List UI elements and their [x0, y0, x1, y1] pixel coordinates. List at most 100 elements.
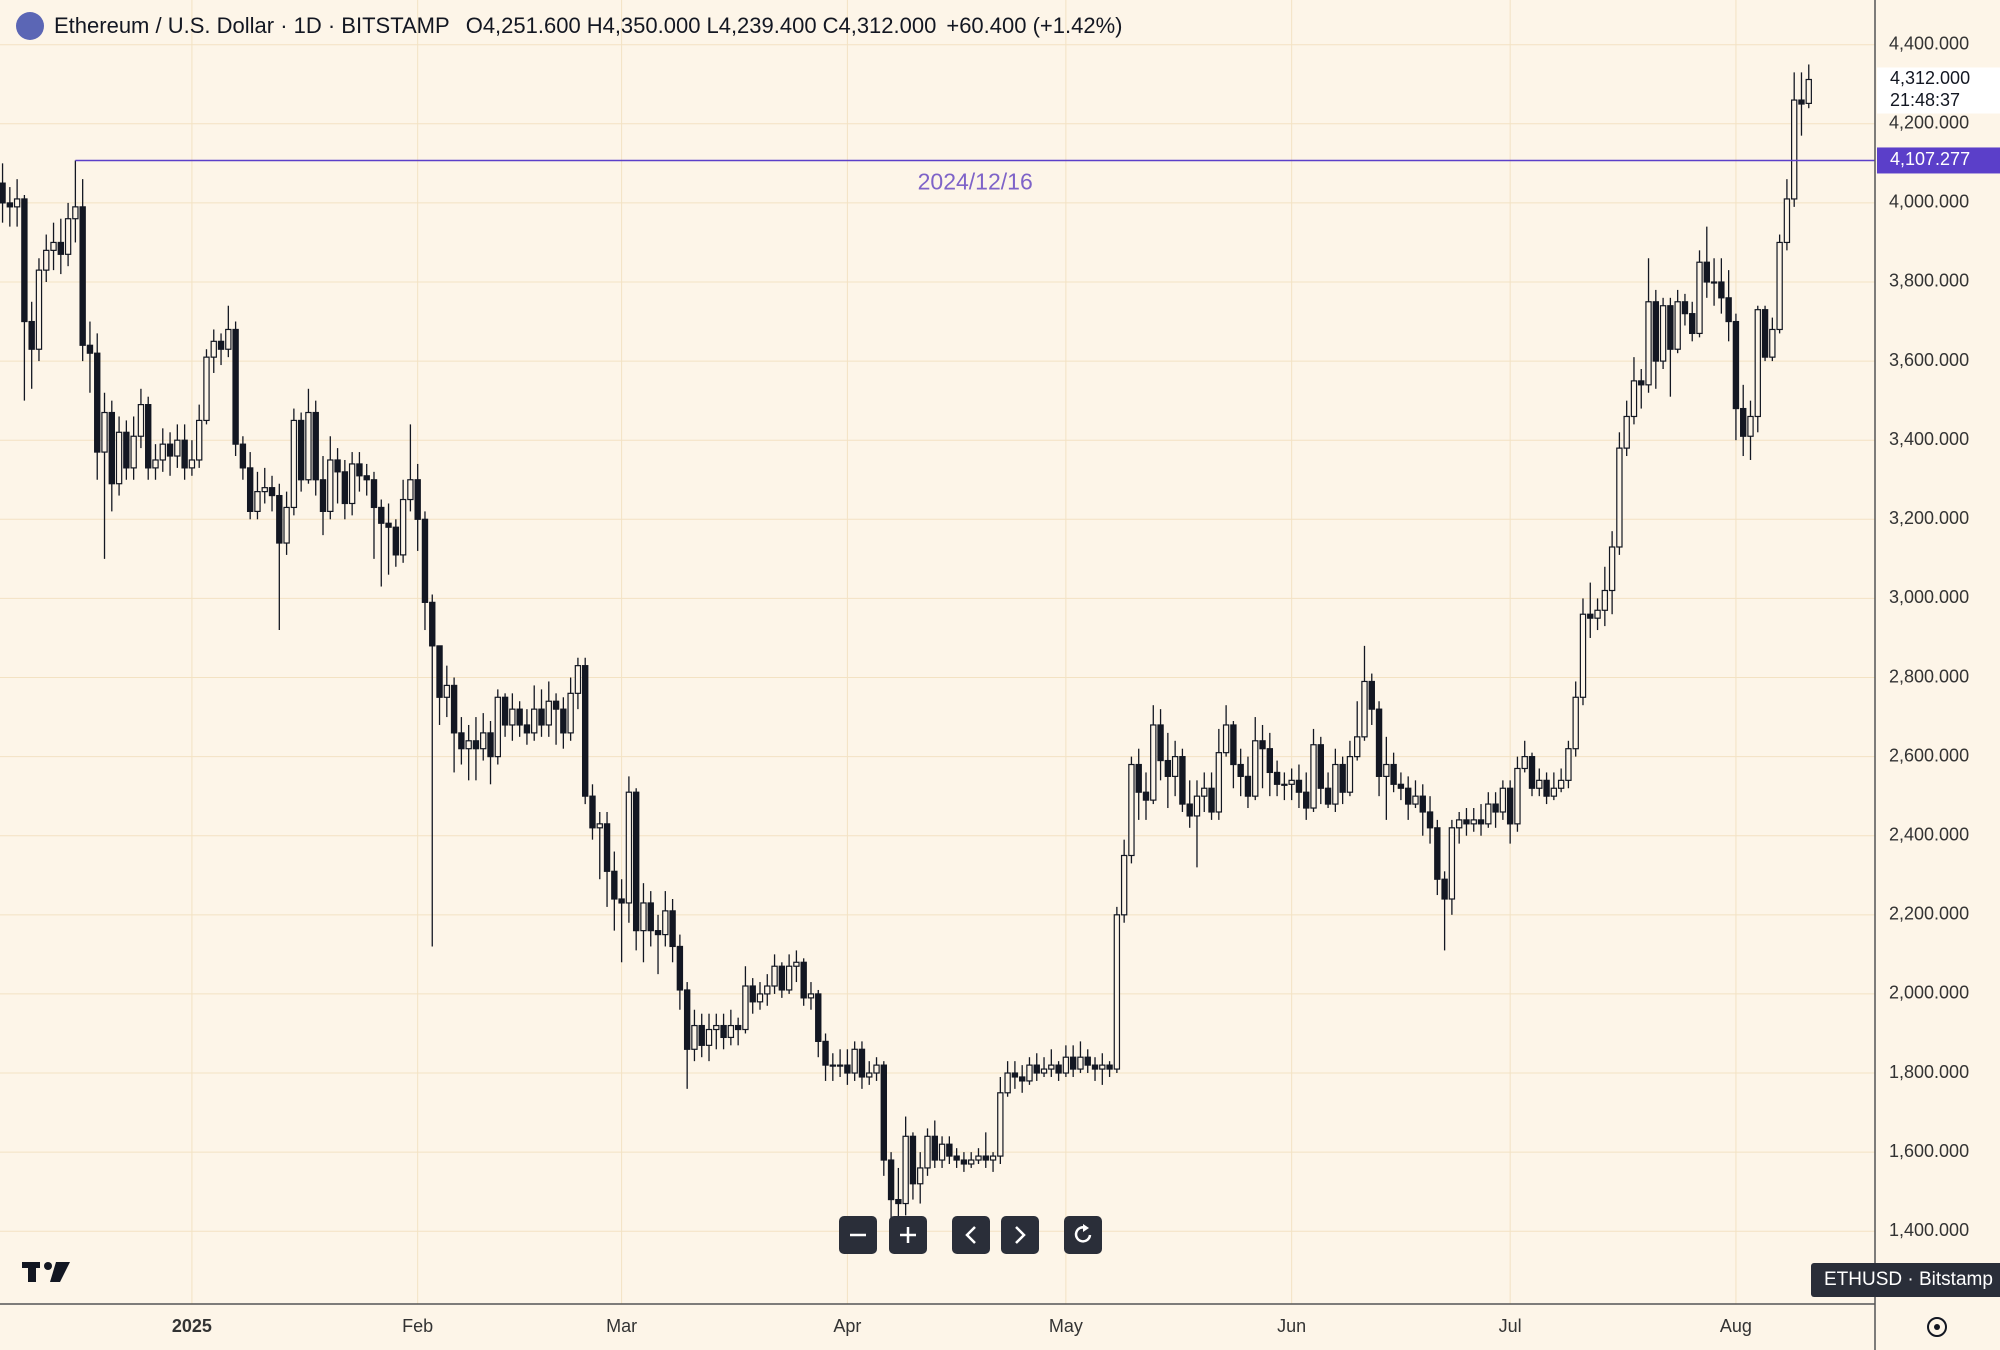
- candle-body: [1623, 415, 1630, 449]
- candle-body: [895, 1198, 902, 1205]
- zoom-out-button[interactable]: [839, 1216, 877, 1254]
- candle-body: [86, 344, 94, 354]
- candle-body: [727, 1024, 735, 1039]
- y-tick-label: 2,800.000: [1889, 666, 1969, 686]
- candle-body: [181, 439, 188, 469]
- candle-body: [975, 1155, 982, 1161]
- candle-body: [283, 506, 290, 544]
- candle-body: [254, 491, 261, 512]
- candle-body: [1317, 744, 1324, 789]
- candle-body: [1142, 791, 1150, 801]
- candle-body: [1346, 756, 1354, 793]
- candle-body: [982, 1155, 989, 1161]
- candle-body: [1674, 301, 1681, 350]
- candle-body: [581, 665, 589, 797]
- candle-body: [1769, 328, 1776, 358]
- ohlc-value: 4,251.600: [482, 13, 581, 38]
- candle-body: [866, 1072, 873, 1078]
- candle-body: [72, 206, 79, 220]
- y-tick-label: 3,800.000: [1889, 271, 1969, 291]
- x-tick-label: May: [1049, 1316, 1083, 1336]
- candle-body: [385, 522, 392, 528]
- symbol-title: Ethereum / U.S. Dollar · 1D · BITSTAMP: [54, 13, 450, 38]
- candle-body: [1506, 787, 1514, 825]
- candle-body: [1135, 763, 1142, 793]
- candle-body: [1616, 447, 1623, 548]
- candle-body: [509, 708, 516, 726]
- candle-body: [1310, 744, 1317, 809]
- candle-body: [1514, 767, 1521, 825]
- countdown: 21:48:37: [1890, 90, 1960, 110]
- candle-body: [822, 1040, 829, 1066]
- candle-body: [327, 459, 334, 512]
- candle-body: [1106, 1064, 1113, 1070]
- candle-body: [1055, 1064, 1062, 1074]
- x-tick-label: Jun: [1277, 1316, 1306, 1336]
- candle-body: [1550, 787, 1558, 797]
- candle-body: [1659, 305, 1667, 362]
- scroll-left-button[interactable]: [952, 1216, 990, 1254]
- candle-body: [1091, 1064, 1099, 1070]
- candle-body: [261, 487, 268, 493]
- candle-body: [924, 1135, 931, 1169]
- candle-body: [1048, 1064, 1055, 1070]
- candle-body: [1208, 787, 1215, 813]
- candle-body: [305, 411, 312, 481]
- candle-body: [1026, 1064, 1033, 1082]
- candle-body: [807, 993, 815, 999]
- candle-body: [938, 1143, 946, 1161]
- candle-body: [101, 411, 108, 453]
- candle-body: [1390, 763, 1397, 785]
- ohlc-key: L: [706, 13, 719, 38]
- candle-body: [1303, 791, 1310, 809]
- candle-body: [123, 431, 130, 469]
- candle-body: [1033, 1064, 1040, 1074]
- candle-body: [1244, 775, 1252, 797]
- candle-body: [436, 645, 443, 698]
- candle-body: [960, 1159, 968, 1165]
- candle-body: [713, 1024, 720, 1031]
- candle-body: [1157, 724, 1164, 762]
- candle-body: [523, 724, 531, 734]
- candle-body: [1084, 1056, 1091, 1066]
- candle-body: [429, 601, 436, 647]
- candle-body: [1419, 795, 1426, 813]
- candle-body: [1273, 771, 1281, 785]
- candle-body: [625, 791, 633, 904]
- settings-button[interactable]: [1927, 1317, 1947, 1337]
- candle-body: [1710, 281, 1718, 284]
- candle-body: [1492, 803, 1499, 813]
- candle-body: [1638, 380, 1645, 386]
- candle-body: [516, 708, 523, 726]
- reset-button[interactable]: [1064, 1216, 1102, 1254]
- candle-body: [647, 902, 654, 932]
- candle-body: [217, 340, 225, 350]
- candle-body: [603, 823, 611, 872]
- symbol-tag: ETHUSD · Bitstamp: [1811, 1263, 2000, 1297]
- candle-body: [276, 494, 283, 544]
- candle-body: [749, 985, 756, 1003]
- candle-body: [472, 740, 480, 750]
- candle-body: [1448, 827, 1456, 900]
- candle-body: [159, 443, 166, 461]
- candle-body: [1645, 301, 1652, 386]
- candle-body: [43, 249, 50, 271]
- zoom-in-button[interactable]: [889, 1216, 927, 1254]
- candle-body: [166, 443, 174, 457]
- candle-body: [450, 684, 458, 734]
- candle-body: [1230, 724, 1237, 766]
- candle-body: [1805, 78, 1812, 104]
- candle-body: [669, 910, 676, 948]
- candle-body: [698, 1024, 705, 1046]
- candle-body: [239, 443, 247, 469]
- x-tick-label: Apr: [833, 1316, 861, 1336]
- candle-body: [319, 479, 327, 512]
- candle-body: [1332, 763, 1339, 805]
- candles: [0, 64, 1812, 1238]
- candle-body: [1383, 763, 1390, 777]
- scroll-right-button[interactable]: [1001, 1216, 1039, 1254]
- candle-body: [1062, 1056, 1070, 1074]
- candle-body: [1798, 99, 1805, 105]
- candle-body: [1463, 819, 1470, 825]
